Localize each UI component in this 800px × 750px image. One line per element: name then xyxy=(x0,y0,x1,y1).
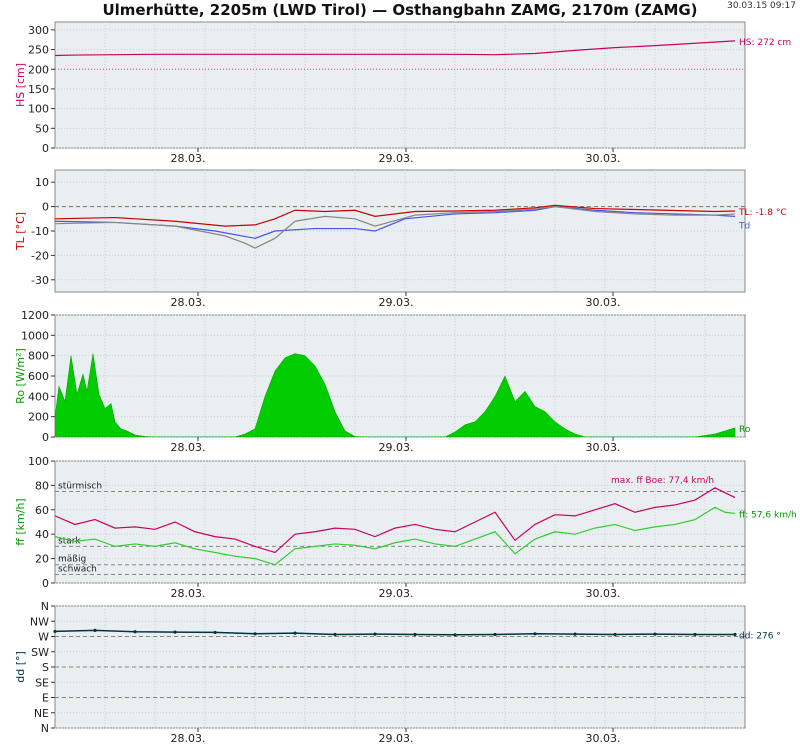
y-axis-label: TL [°C] xyxy=(14,212,27,251)
x-tick-label: 29.03. xyxy=(379,732,414,745)
y-tick-label: 0 xyxy=(42,577,49,590)
category-label: schwach xyxy=(58,564,97,574)
series-line-Td xyxy=(55,205,736,239)
x-tick-label: 28.03. xyxy=(171,587,206,600)
series-line-unnamed xyxy=(55,205,736,249)
y-tick-label: 60 xyxy=(35,504,49,517)
timestamp: 30.03.15 09:17 xyxy=(727,1,796,11)
y-tick-label: -30 xyxy=(31,274,49,287)
series-end-label: Ro xyxy=(739,425,751,435)
y-axis-label: ff [km/h] xyxy=(14,498,27,545)
x-tick-label: 30.03. xyxy=(586,587,621,600)
x-tick-label: 30.03. xyxy=(586,732,621,745)
y-tick-label: 10 xyxy=(35,176,49,189)
category-label: stark xyxy=(58,536,81,546)
x-tick-label: 29.03. xyxy=(379,152,414,165)
series-line-HS xyxy=(55,40,736,57)
series-end-label: HS: 272 cm xyxy=(739,38,791,48)
y-axis-label: dd [°] xyxy=(14,651,27,683)
series-end-label: dd: 276 ° xyxy=(739,631,781,641)
y-axis-label: Ro [W/m²] xyxy=(14,348,27,404)
y-tick-label: W xyxy=(38,631,49,644)
y-tick-label: 0 xyxy=(42,431,49,444)
y-tick-label: NE xyxy=(34,707,49,720)
y-tick-label: 1200 xyxy=(21,309,49,322)
x-tick-label: 30.03. xyxy=(586,152,621,165)
y-tick-label: NW xyxy=(30,615,49,628)
y-axis-label: HS [cm] xyxy=(14,63,27,107)
category-label: mäßig xyxy=(58,555,86,565)
y-tick-label: 400 xyxy=(28,390,49,403)
x-tick-label: 29.03. xyxy=(379,587,414,600)
series-end-label: max. ff Boe: 77,4 km/h xyxy=(611,476,714,486)
y-tick-label: 800 xyxy=(28,350,49,363)
y-tick-label: 1000 xyxy=(21,329,49,342)
series-end-label: TL: -1.8 °C xyxy=(738,208,787,218)
y-tick-label: 50 xyxy=(35,122,49,135)
plot-area xyxy=(54,21,746,149)
y-tick-label: 300 xyxy=(28,24,49,37)
series-area-Ro xyxy=(55,353,736,437)
chart-title: Ulmerhütte, 2205m (LWD Tirol) — Osthangb… xyxy=(102,1,698,19)
y-tick-label: S xyxy=(42,661,49,674)
x-tick-label: 30.03. xyxy=(586,441,621,454)
y-tick-label: SW xyxy=(31,646,49,659)
y-tick-label: 600 xyxy=(28,370,49,383)
y-tick-label: 20 xyxy=(35,553,49,566)
y-tick-label: -20 xyxy=(31,249,49,262)
y-tick-label: 40 xyxy=(35,528,49,541)
series-line-max. ff Boe xyxy=(55,487,736,554)
y-tick-label: -10 xyxy=(31,225,49,238)
y-tick-label: E xyxy=(42,692,49,705)
x-tick-label: 28.03. xyxy=(171,441,206,454)
panel-dd: N NW W SW S SE E NE Ndd [°] 28.03. 29.03. 30.03. dd:… xyxy=(14,600,781,745)
x-tick-label: 30.03. xyxy=(586,296,621,309)
y-tick-label: N xyxy=(41,722,49,735)
x-tick-label: 28.03. xyxy=(171,152,206,165)
x-tick-label: 29.03. xyxy=(379,296,414,309)
data-point xyxy=(53,629,57,634)
y-tick-label: 100 xyxy=(28,455,49,468)
y-tick-label: N xyxy=(41,600,49,613)
y-tick-label: 100 xyxy=(28,103,49,116)
panel-tl: -30 -20 -10 0 10 TL [°C] 28.03. 29.03. 30.03. TL:… xyxy=(14,169,787,309)
y-tick-label: 200 xyxy=(28,63,49,76)
series-line-ff xyxy=(55,506,736,566)
y-tick-label: 0 xyxy=(42,142,49,155)
y-tick-label: 200 xyxy=(28,411,49,424)
y-tick-label: 250 xyxy=(28,44,49,57)
x-tick-label: 28.03. xyxy=(171,732,206,745)
panel-hs: 0 50 100 150 200 250 300 HS [cm] 28.03. 29.03. 30.… xyxy=(14,21,791,165)
x-tick-label: 29.03. xyxy=(379,441,414,454)
series-end-label: Td xyxy=(738,221,750,231)
y-tick-label: 150 xyxy=(28,83,49,96)
y-tick-label: 80 xyxy=(35,479,49,492)
y-tick-label: 0 xyxy=(42,201,49,214)
category-label: stürmisch xyxy=(58,482,102,492)
x-tick-label: 28.03. xyxy=(171,296,206,309)
series-line-TL xyxy=(55,204,736,227)
series-end-label: ff: 57,6 km/h xyxy=(739,510,797,520)
panel-ro: 0 200 400 600 800 1000 1200 Ro [W/m²] 28.03. 29.0… xyxy=(14,309,751,454)
y-tick-label: SE xyxy=(35,676,49,689)
series-line-dd xyxy=(55,629,735,636)
